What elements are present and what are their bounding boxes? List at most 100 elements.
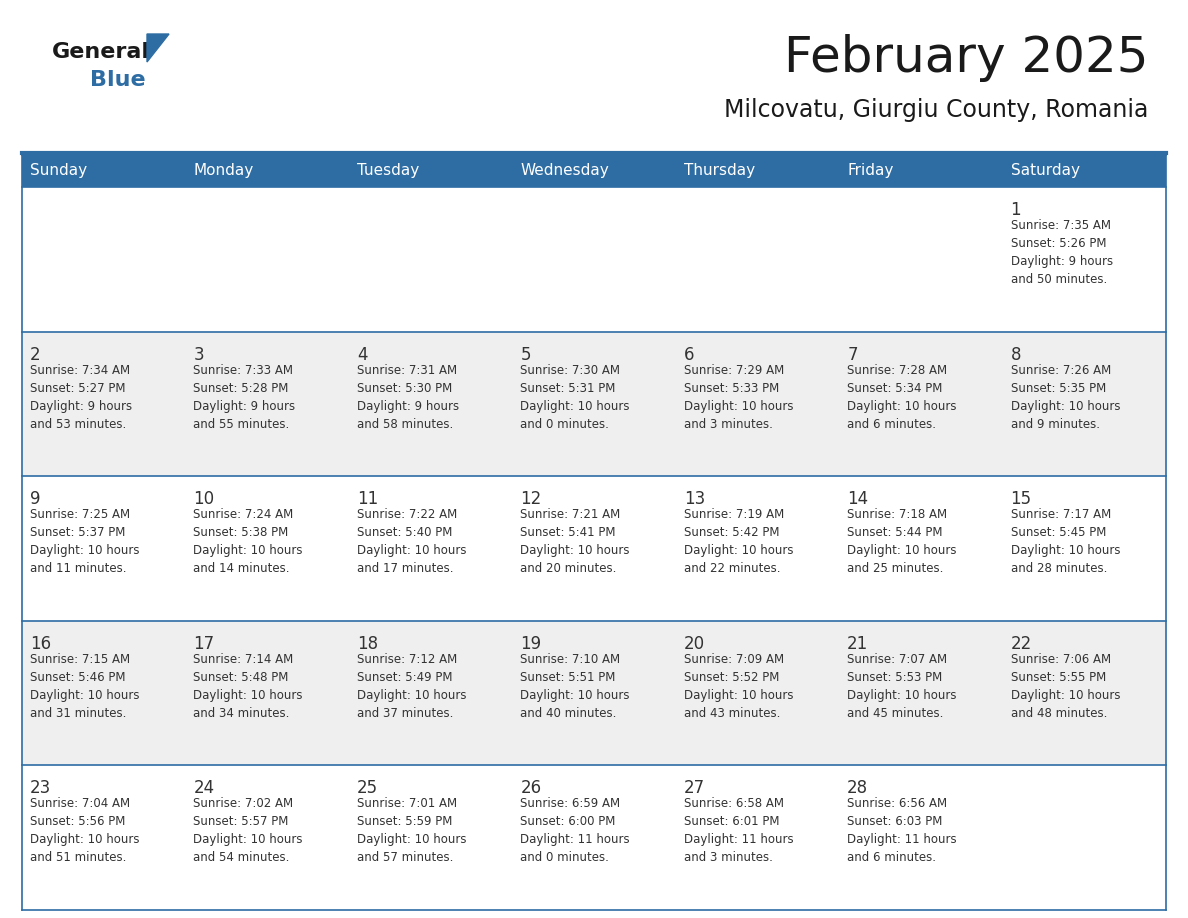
Bar xyxy=(676,476,839,621)
Bar xyxy=(839,331,1003,476)
Text: 25: 25 xyxy=(356,779,378,798)
Text: Sunrise: 7:17 AM
Sunset: 5:45 PM
Daylight: 10 hours
and 28 minutes.: Sunrise: 7:17 AM Sunset: 5:45 PM Dayligh… xyxy=(1011,509,1120,576)
Text: Sunrise: 7:12 AM
Sunset: 5:49 PM
Daylight: 10 hours
and 37 minutes.: Sunrise: 7:12 AM Sunset: 5:49 PM Dayligh… xyxy=(356,653,467,720)
Text: Sunday: Sunday xyxy=(30,163,87,178)
Text: 3: 3 xyxy=(194,345,204,364)
Text: Sunrise: 7:33 AM
Sunset: 5:28 PM
Daylight: 9 hours
and 55 minutes.: Sunrise: 7:33 AM Sunset: 5:28 PM Dayligh… xyxy=(194,364,296,431)
Bar xyxy=(1003,187,1165,331)
Bar xyxy=(185,621,349,766)
Bar xyxy=(349,155,512,187)
Text: Sunrise: 7:28 AM
Sunset: 5:34 PM
Daylight: 10 hours
and 6 minutes.: Sunrise: 7:28 AM Sunset: 5:34 PM Dayligh… xyxy=(847,364,956,431)
Text: Sunrise: 7:14 AM
Sunset: 5:48 PM
Daylight: 10 hours
and 34 minutes.: Sunrise: 7:14 AM Sunset: 5:48 PM Dayligh… xyxy=(194,653,303,720)
Text: 21: 21 xyxy=(847,635,868,653)
Text: 28: 28 xyxy=(847,779,868,798)
Text: February 2025: February 2025 xyxy=(784,34,1148,82)
Bar xyxy=(349,331,512,476)
Bar xyxy=(23,331,185,476)
Text: General: General xyxy=(52,42,150,62)
Bar xyxy=(512,766,676,910)
Text: Sunrise: 7:18 AM
Sunset: 5:44 PM
Daylight: 10 hours
and 25 minutes.: Sunrise: 7:18 AM Sunset: 5:44 PM Dayligh… xyxy=(847,509,956,576)
Text: 1: 1 xyxy=(1011,201,1022,219)
Text: 4: 4 xyxy=(356,345,367,364)
Bar xyxy=(676,621,839,766)
Text: Monday: Monday xyxy=(194,163,254,178)
Text: 26: 26 xyxy=(520,779,542,798)
Text: Milcovatu, Giurgiu County, Romania: Milcovatu, Giurgiu County, Romania xyxy=(723,98,1148,122)
Text: Thursday: Thursday xyxy=(684,163,754,178)
Bar xyxy=(512,476,676,621)
Bar xyxy=(676,766,839,910)
Bar xyxy=(839,476,1003,621)
Text: Sunrise: 6:59 AM
Sunset: 6:00 PM
Daylight: 11 hours
and 0 minutes.: Sunrise: 6:59 AM Sunset: 6:00 PM Dayligh… xyxy=(520,798,630,865)
Bar xyxy=(185,187,349,331)
Text: Sunrise: 7:30 AM
Sunset: 5:31 PM
Daylight: 10 hours
and 0 minutes.: Sunrise: 7:30 AM Sunset: 5:31 PM Dayligh… xyxy=(520,364,630,431)
Bar xyxy=(23,766,185,910)
Text: 20: 20 xyxy=(684,635,704,653)
Text: 16: 16 xyxy=(30,635,51,653)
Bar xyxy=(512,331,676,476)
Bar xyxy=(1003,766,1165,910)
Text: 7: 7 xyxy=(847,345,858,364)
Bar xyxy=(839,621,1003,766)
Bar xyxy=(23,621,185,766)
Bar xyxy=(185,766,349,910)
Text: Wednesday: Wednesday xyxy=(520,163,609,178)
Bar xyxy=(1003,155,1165,187)
Text: Friday: Friday xyxy=(847,163,893,178)
Bar xyxy=(839,155,1003,187)
Bar xyxy=(512,155,676,187)
Text: 22: 22 xyxy=(1011,635,1032,653)
Text: Sunrise: 7:22 AM
Sunset: 5:40 PM
Daylight: 10 hours
and 17 minutes.: Sunrise: 7:22 AM Sunset: 5:40 PM Dayligh… xyxy=(356,509,467,576)
Text: Sunrise: 7:04 AM
Sunset: 5:56 PM
Daylight: 10 hours
and 51 minutes.: Sunrise: 7:04 AM Sunset: 5:56 PM Dayligh… xyxy=(30,798,139,865)
Text: Sunrise: 7:34 AM
Sunset: 5:27 PM
Daylight: 9 hours
and 53 minutes.: Sunrise: 7:34 AM Sunset: 5:27 PM Dayligh… xyxy=(30,364,132,431)
Text: 9: 9 xyxy=(30,490,40,509)
Text: Sunrise: 7:15 AM
Sunset: 5:46 PM
Daylight: 10 hours
and 31 minutes.: Sunrise: 7:15 AM Sunset: 5:46 PM Dayligh… xyxy=(30,653,139,720)
Text: Sunrise: 7:02 AM
Sunset: 5:57 PM
Daylight: 10 hours
and 54 minutes.: Sunrise: 7:02 AM Sunset: 5:57 PM Dayligh… xyxy=(194,798,303,865)
Text: Sunrise: 6:56 AM
Sunset: 6:03 PM
Daylight: 11 hours
and 6 minutes.: Sunrise: 6:56 AM Sunset: 6:03 PM Dayligh… xyxy=(847,798,956,865)
Text: 17: 17 xyxy=(194,635,215,653)
Bar xyxy=(349,621,512,766)
Text: Sunrise: 7:07 AM
Sunset: 5:53 PM
Daylight: 10 hours
and 45 minutes.: Sunrise: 7:07 AM Sunset: 5:53 PM Dayligh… xyxy=(847,653,956,720)
Text: Tuesday: Tuesday xyxy=(356,163,419,178)
Bar xyxy=(185,331,349,476)
Text: 19: 19 xyxy=(520,635,542,653)
Bar xyxy=(23,155,185,187)
Text: 11: 11 xyxy=(356,490,378,509)
Bar xyxy=(23,187,185,331)
Bar xyxy=(349,476,512,621)
Text: 18: 18 xyxy=(356,635,378,653)
Text: 5: 5 xyxy=(520,345,531,364)
Bar xyxy=(839,766,1003,910)
Text: Sunrise: 7:25 AM
Sunset: 5:37 PM
Daylight: 10 hours
and 11 minutes.: Sunrise: 7:25 AM Sunset: 5:37 PM Dayligh… xyxy=(30,509,139,576)
Text: Sunrise: 7:09 AM
Sunset: 5:52 PM
Daylight: 10 hours
and 43 minutes.: Sunrise: 7:09 AM Sunset: 5:52 PM Dayligh… xyxy=(684,653,794,720)
Text: Sunrise: 7:29 AM
Sunset: 5:33 PM
Daylight: 10 hours
and 3 minutes.: Sunrise: 7:29 AM Sunset: 5:33 PM Dayligh… xyxy=(684,364,794,431)
Text: Saturday: Saturday xyxy=(1011,163,1080,178)
Bar xyxy=(512,621,676,766)
Bar xyxy=(1003,331,1165,476)
Text: Sunrise: 7:24 AM
Sunset: 5:38 PM
Daylight: 10 hours
and 14 minutes.: Sunrise: 7:24 AM Sunset: 5:38 PM Dayligh… xyxy=(194,509,303,576)
Bar xyxy=(185,155,349,187)
Bar xyxy=(676,331,839,476)
Text: 14: 14 xyxy=(847,490,868,509)
Text: Sunrise: 6:58 AM
Sunset: 6:01 PM
Daylight: 11 hours
and 3 minutes.: Sunrise: 6:58 AM Sunset: 6:01 PM Dayligh… xyxy=(684,798,794,865)
Bar xyxy=(185,476,349,621)
Bar xyxy=(1003,621,1165,766)
Text: 2: 2 xyxy=(30,345,40,364)
Text: 12: 12 xyxy=(520,490,542,509)
Text: Sunrise: 7:01 AM
Sunset: 5:59 PM
Daylight: 10 hours
and 57 minutes.: Sunrise: 7:01 AM Sunset: 5:59 PM Dayligh… xyxy=(356,798,467,865)
Bar xyxy=(349,766,512,910)
Bar xyxy=(512,187,676,331)
Text: Sunrise: 7:19 AM
Sunset: 5:42 PM
Daylight: 10 hours
and 22 minutes.: Sunrise: 7:19 AM Sunset: 5:42 PM Dayligh… xyxy=(684,509,794,576)
Text: Sunrise: 7:35 AM
Sunset: 5:26 PM
Daylight: 9 hours
and 50 minutes.: Sunrise: 7:35 AM Sunset: 5:26 PM Dayligh… xyxy=(1011,219,1113,286)
Text: Sunrise: 7:21 AM
Sunset: 5:41 PM
Daylight: 10 hours
and 20 minutes.: Sunrise: 7:21 AM Sunset: 5:41 PM Dayligh… xyxy=(520,509,630,576)
Text: 6: 6 xyxy=(684,345,694,364)
Text: 10: 10 xyxy=(194,490,215,509)
Text: 13: 13 xyxy=(684,490,704,509)
Bar xyxy=(676,187,839,331)
Text: Blue: Blue xyxy=(90,70,146,90)
Text: 23: 23 xyxy=(30,779,51,798)
Text: 15: 15 xyxy=(1011,490,1031,509)
Bar xyxy=(1003,476,1165,621)
Text: 8: 8 xyxy=(1011,345,1020,364)
Bar xyxy=(23,476,185,621)
